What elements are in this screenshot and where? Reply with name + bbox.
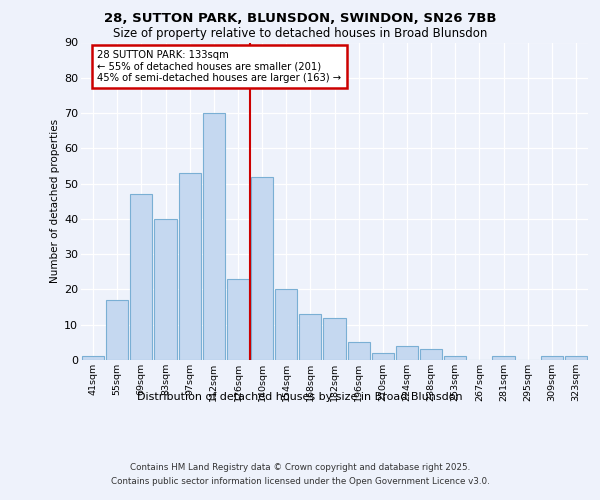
Bar [130, 194, 152, 360]
Bar [227, 279, 249, 360]
Bar [154, 219, 176, 360]
Bar [371, 353, 394, 360]
Bar [251, 176, 273, 360]
Bar [179, 173, 201, 360]
Bar [106, 300, 128, 360]
Bar [541, 356, 563, 360]
Text: Size of property relative to detached houses in Broad Blunsdon: Size of property relative to detached ho… [113, 28, 487, 40]
Text: Contains public sector information licensed under the Open Government Licence v3: Contains public sector information licen… [110, 478, 490, 486]
Bar [347, 342, 370, 360]
Bar [203, 113, 225, 360]
Bar [323, 318, 346, 360]
Y-axis label: Number of detached properties: Number of detached properties [50, 119, 60, 284]
Text: 28 SUTTON PARK: 133sqm
← 55% of detached houses are smaller (201)
45% of semi-de: 28 SUTTON PARK: 133sqm ← 55% of detached… [97, 50, 341, 83]
Bar [420, 350, 442, 360]
Text: Distribution of detached houses by size in Broad Blunsdon: Distribution of detached houses by size … [137, 392, 463, 402]
Bar [396, 346, 418, 360]
Bar [493, 356, 515, 360]
Text: Contains HM Land Registry data © Crown copyright and database right 2025.: Contains HM Land Registry data © Crown c… [130, 462, 470, 471]
Bar [565, 356, 587, 360]
Bar [299, 314, 322, 360]
Text: 28, SUTTON PARK, BLUNSDON, SWINDON, SN26 7BB: 28, SUTTON PARK, BLUNSDON, SWINDON, SN26… [104, 12, 496, 26]
Bar [82, 356, 104, 360]
Bar [444, 356, 466, 360]
Bar [275, 290, 298, 360]
